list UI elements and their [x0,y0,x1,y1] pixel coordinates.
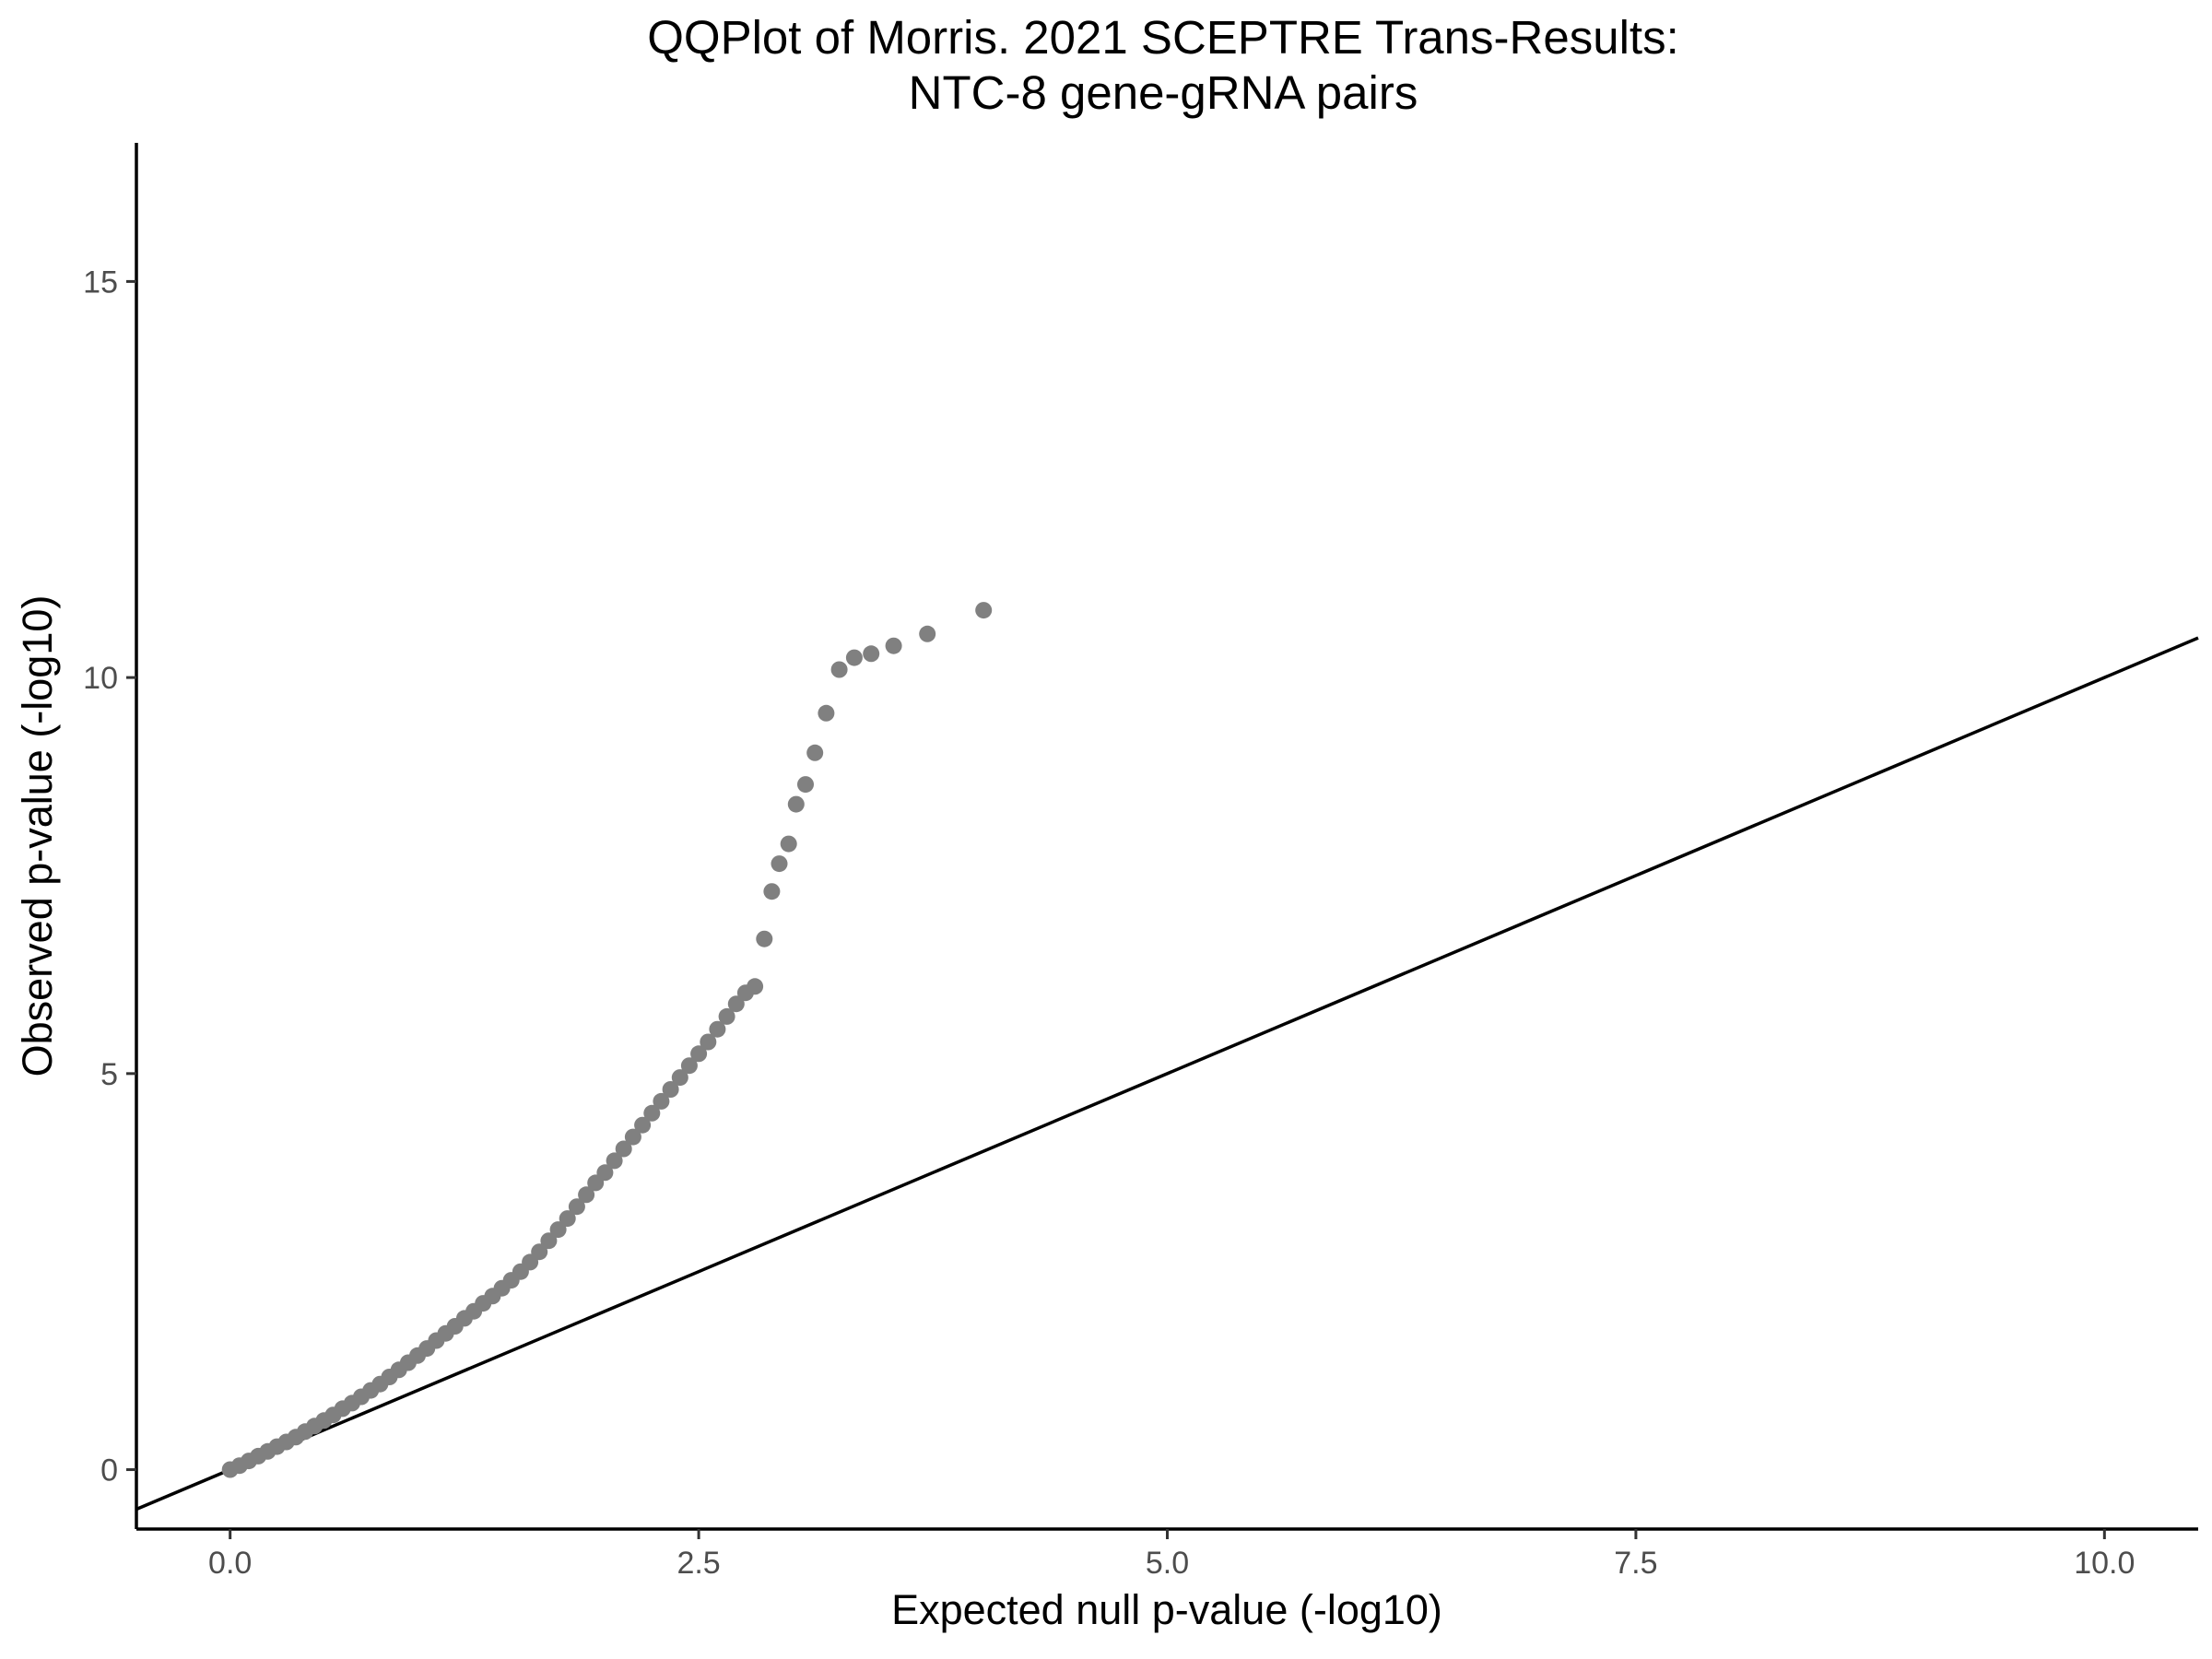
x-tick-label: 7.5 [1614,1546,1657,1581]
data-point [680,1057,698,1075]
data-point [568,1198,585,1216]
data-point [700,1033,717,1051]
data-point [845,649,863,666]
y-tick-label: 5 [100,1057,118,1092]
data-point [727,995,745,1013]
x-axis-label: Expected null p-value (-log10) [891,1586,1442,1633]
data-point [780,835,797,853]
data-point [606,1152,623,1170]
reference-line [135,636,2199,1512]
data-point [756,930,773,947]
y-tick-label: 10 [83,661,118,696]
y-axis-label: Observed p-value (-log10) [14,595,61,1077]
data-point [596,1164,614,1182]
data-point [624,1128,641,1146]
data-point [653,1092,670,1110]
x-tick-label: 5.0 [1146,1546,1189,1581]
data-point [690,1045,708,1063]
data-point [975,602,993,619]
data-point [747,978,764,995]
data-point [818,704,835,722]
chart-title: QQPlot of Morris. 2021 SCEPTRE Trans-Res… [647,11,1679,64]
data-point [885,637,902,654]
x-axis-ticks: 0.0 2.5 5.0 7.5 10.0 [208,1529,2135,1581]
data-point [549,1221,567,1239]
data-point [709,1020,726,1038]
data-point [771,855,788,873]
x-tick-label: 0.0 [208,1546,252,1581]
data-point [634,1116,652,1134]
data-point [797,776,814,794]
data-point [662,1081,679,1098]
plot-area [135,602,2199,1512]
data-point [540,1232,558,1250]
data-point [718,1007,735,1025]
data-point [763,883,781,900]
y-tick-label: 0 [100,1453,118,1488]
x-tick-label: 10.0 [2074,1546,2135,1581]
data-point [615,1140,632,1158]
data-point [863,645,880,663]
data-point [919,625,936,642]
data-point [559,1210,576,1228]
data-point [643,1104,661,1122]
data-point [806,744,824,761]
y-tick-label: 15 [83,265,118,300]
x-tick-label: 2.5 [677,1546,720,1581]
data-point [830,661,848,678]
chart-subtitle: NTC-8 gene-gRNA pairs [909,66,1418,119]
data-point [671,1069,688,1087]
data-point [578,1186,595,1204]
y-axis-ticks: 0 5 10 15 [83,265,136,1488]
data-point [531,1243,548,1261]
data-point [787,795,805,813]
